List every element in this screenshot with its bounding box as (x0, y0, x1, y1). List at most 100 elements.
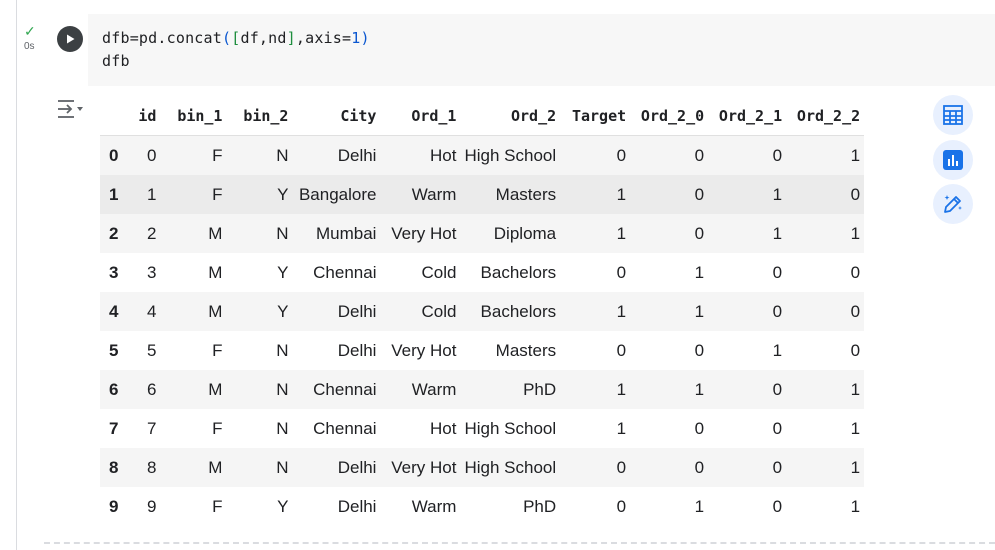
cell-ord_2_1: 1 (772, 223, 783, 243)
cell-ord_2: Bachelors (480, 262, 557, 282)
table-row: 7 7 F N Chennai Hot High School 1 0 0 1 (100, 409, 865, 448)
column-header-index (100, 97, 123, 136)
column-header-id: id (122, 97, 161, 136)
cell-ord_2_1: 0 (772, 457, 783, 477)
cell-ord_2_0: 0 (694, 340, 705, 360)
cell-target: 0 (616, 340, 627, 360)
cell-ord_1: Warm (411, 379, 457, 399)
cell-ord_2_2: 1 (850, 379, 861, 399)
row-index: 9 (109, 496, 119, 516)
cell-bin_1: F (212, 340, 223, 360)
cell-bin_2: N (276, 379, 289, 399)
row-index: 4 (109, 301, 119, 321)
cell-target: 1 (616, 301, 627, 321)
cell-ord_2_0: 0 (694, 457, 705, 477)
dataframe-table: id bin_1 bin_2 City Ord_1 Ord_2 Target O… (100, 97, 865, 526)
cell-id: 3 (147, 262, 157, 282)
table-header-row: id bin_1 bin_2 City Ord_1 Ord_2 Target O… (100, 97, 865, 136)
cell-id: 8 (147, 457, 157, 477)
cell-ord_1: Cold (421, 262, 457, 282)
cell-city: Delhi (337, 301, 377, 321)
cell-ord_2: Masters (495, 184, 557, 204)
cell-ord_2_2: 1 (850, 457, 861, 477)
cell-city: Delhi (337, 457, 377, 477)
cell-ord_1: Warm (411, 184, 457, 204)
table-row: 8 8 M N Delhi Very Hot High School 0 0 0 1 (100, 448, 865, 487)
cell-bin_2: Y (277, 496, 289, 516)
bar-chart-icon (943, 150, 963, 170)
table-icon (943, 105, 963, 125)
table-row: 3 3 M Y Chennai Cold Bachelors 0 1 0 0 (100, 253, 865, 292)
table-row: 0 0 F N Delhi Hot High School 0 0 0 1 (100, 135, 865, 175)
cell-ord_2_1: 0 (772, 145, 783, 165)
cell-id: 5 (147, 340, 157, 360)
cell-bin_2: N (276, 418, 289, 438)
cell-bin_2: N (276, 145, 289, 165)
code-line-2: dfb (102, 52, 130, 70)
cell-ord_2_1: 0 (772, 262, 783, 282)
column-header-ord_2_0: Ord_2_0 (630, 97, 709, 136)
cell-ord_2_1: 0 (772, 379, 783, 399)
column-header-ord_2_2: Ord_2_2 (786, 97, 865, 136)
cell-ord_2_2: 1 (850, 496, 861, 516)
output-actions-icon[interactable] (56, 98, 84, 125)
row-index: 6 (109, 379, 119, 399)
table-row: 5 5 F N Delhi Very Hot Masters 0 0 1 0 (100, 331, 865, 370)
cell-ord_2_1: 1 (772, 340, 783, 360)
cell-bin_1: F (212, 418, 223, 438)
cell-target: 1 (616, 418, 627, 438)
row-index: 0 (109, 145, 119, 165)
cell-ord_2_2: 0 (850, 301, 861, 321)
suggest-charts-button[interactable] (933, 140, 973, 180)
cell-bin_1: F (212, 184, 223, 204)
cell-city: Bangalore (298, 184, 377, 204)
cell-bin_1: M (208, 379, 223, 399)
cell-ord_2_2: 1 (850, 145, 861, 165)
cell-ord_2_2: 0 (850, 262, 861, 282)
execution-success-icon: ✓ (24, 23, 36, 39)
row-index: 7 (109, 418, 119, 438)
cell-target: 0 (616, 262, 627, 282)
cell-bin_1: F (212, 496, 223, 516)
cell-ord_2: Diploma (493, 223, 557, 243)
code-editor[interactable]: dfb=pd.concat([df,nd],axis=1) dfb (88, 14, 995, 86)
cell-ord_2_1: 1 (772, 184, 783, 204)
cell-ord_1: Warm (411, 496, 457, 516)
column-header-target: Target (560, 97, 631, 136)
cell-id: 1 (147, 184, 157, 204)
cell-bin_2: N (276, 457, 289, 477)
cell-ord_2_0: 0 (694, 418, 705, 438)
column-header-ord_1: Ord_1 (380, 97, 461, 136)
cell-target: 1 (616, 379, 627, 399)
cell-bin_1: M (208, 457, 223, 477)
cell-city: Mumbai (316, 223, 377, 243)
cell-bin_1: M (208, 262, 223, 282)
cell-city: Delhi (337, 496, 377, 516)
convert-to-table-button[interactable] (933, 95, 973, 135)
cell-separator (44, 542, 995, 544)
cell-city: Chennai (313, 262, 377, 282)
column-header-bin_1: bin_1 (160, 97, 227, 136)
cell-bin_2: Y (277, 301, 289, 321)
cell-id: 4 (147, 301, 157, 321)
cell-ord_2_2: 1 (850, 223, 861, 243)
cell-target: 1 (616, 184, 627, 204)
cell-ord_2_1: 0 (772, 496, 783, 516)
column-header-bin_2: bin_2 (226, 97, 293, 136)
cell-id: 0 (147, 145, 157, 165)
cell-ord_2: Masters (495, 340, 557, 360)
table-row: 6 6 M N Chennai Warm PhD 1 1 0 1 (100, 370, 865, 409)
run-cell-button[interactable] (57, 26, 83, 52)
cell-bin_2: Y (277, 184, 289, 204)
cell-city: Delhi (337, 340, 377, 360)
code-line-1: dfb=pd.concat([df,nd],axis=1) (102, 29, 370, 47)
output-menu-icon (58, 100, 83, 118)
cell-ord_2: Bachelors (480, 301, 557, 321)
cell-bin_2: N (276, 223, 289, 243)
cell-ord_2_0: 0 (694, 184, 705, 204)
generate-code-button[interactable] (933, 184, 973, 224)
cell-ord_2_0: 1 (694, 379, 705, 399)
row-index: 1 (109, 184, 119, 204)
cell-ord_2_2: 0 (850, 340, 861, 360)
cell-ord_1: Very Hot (391, 340, 457, 360)
